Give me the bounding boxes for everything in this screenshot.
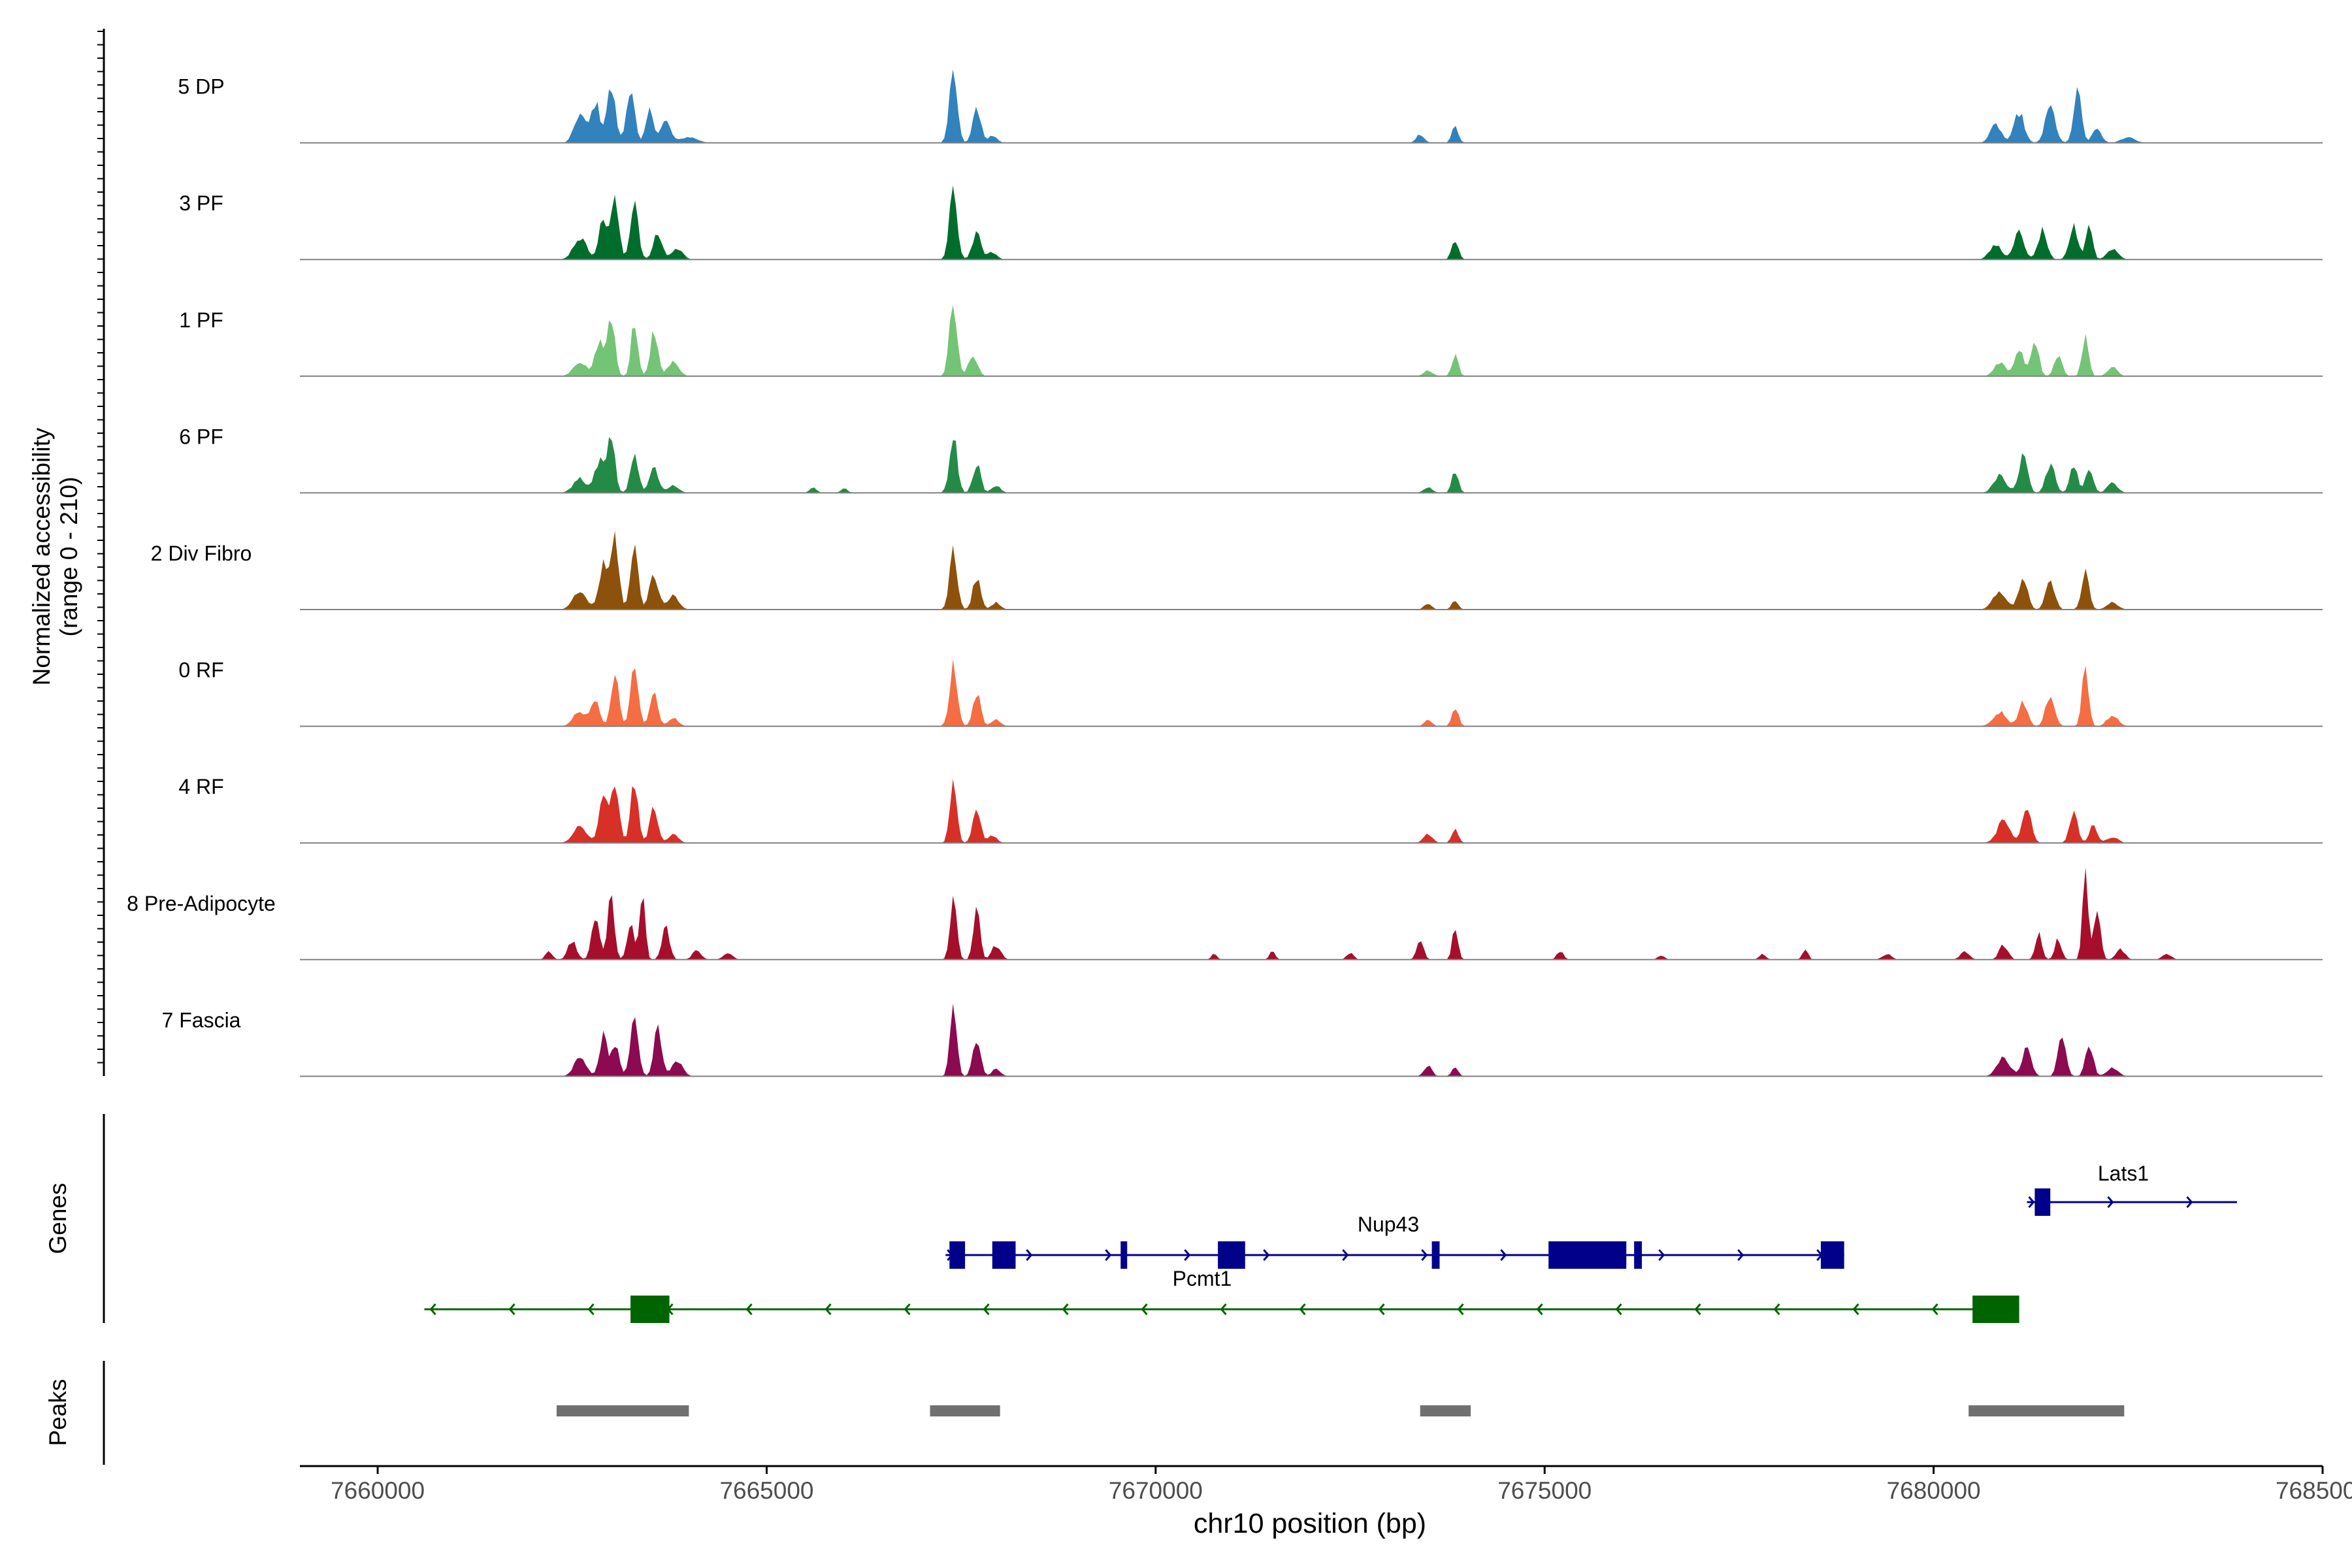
x-axis-label: chr10 position (bp)	[1194, 1508, 1426, 1539]
track-label: 0 RF	[178, 659, 223, 682]
track-0-rf: 0 RF	[178, 659, 2323, 727]
strand-arrow	[825, 1303, 832, 1315]
track-label: 4 RF	[178, 775, 223, 798]
strand-arrow	[2028, 1196, 2035, 1208]
strand-arrow	[2107, 1196, 2114, 1208]
track-8-pre-adipocyte: 8 Pre-Adipocyte	[127, 867, 2323, 960]
strand-arrow	[1536, 1303, 1543, 1315]
strand-arrow	[1658, 1249, 1665, 1261]
exon	[2034, 1188, 2051, 1216]
strand-arrow	[508, 1303, 515, 1315]
exon	[1218, 1241, 1245, 1269]
strand-arrow	[1500, 1249, 1507, 1261]
x-tick-label: 7660000	[331, 1477, 425, 1504]
strand-arrow	[2186, 1196, 2193, 1208]
gene-nup43: Nup43	[945, 1213, 1844, 1269]
strand-arrow	[587, 1303, 595, 1315]
strand-arrow	[1737, 1249, 1744, 1261]
gene-label: Lats1	[2098, 1162, 2149, 1185]
coverage-area	[300, 1004, 2323, 1077]
exon	[1820, 1241, 1844, 1269]
coverage-area	[300, 186, 2323, 260]
track-1-pf: 1 PF	[179, 305, 2323, 377]
strand-arrow	[1342, 1249, 1349, 1261]
strand-arrow	[1615, 1303, 1622, 1315]
x-axis-ticks: 7660000 7665000 7670000 7675000 7680000 76850…	[331, 1466, 2352, 1504]
strand-arrow	[429, 1303, 436, 1315]
track-label: 7 Fascia	[162, 1008, 241, 1032]
coverage-area	[300, 531, 2323, 610]
x-tick-label: 7680000	[1887, 1477, 1981, 1504]
x-tick-label: 7675000	[1497, 1477, 1592, 1504]
track-6-pf: 6 PF	[179, 425, 2323, 494]
coverage-area	[300, 305, 2323, 376]
track-4-rf: 4 RF	[178, 775, 2323, 844]
exon	[1431, 1241, 1440, 1269]
x-tick-label: 7685000	[2276, 1477, 2352, 1504]
exon	[1972, 1296, 2019, 1323]
track-label: 5 DP	[178, 75, 224, 99]
strand-arrow	[1263, 1249, 1270, 1261]
track-7-fascia: 7 Fascia	[162, 1004, 2323, 1077]
strand-arrow	[1062, 1303, 1069, 1315]
strand-arrow	[1378, 1303, 1385, 1315]
exon	[949, 1241, 966, 1269]
track-2-div-fibro: 2 Div Fibro	[151, 531, 2323, 610]
strand-arrow	[1105, 1249, 1112, 1261]
exon	[1120, 1241, 1128, 1269]
strand-arrow	[1220, 1303, 1227, 1315]
track-label: 8 Pre-Adipocyte	[127, 892, 276, 915]
gene-label: Pcmt1	[1173, 1267, 1232, 1290]
track-label: 6 PF	[179, 425, 223, 448]
strand-arrow	[1141, 1303, 1148, 1315]
track-5-dp: 5 DP	[178, 69, 2323, 144]
strand-arrow	[983, 1303, 990, 1315]
strand-arrow	[1931, 1303, 1938, 1315]
track-label: 3 PF	[179, 191, 223, 215]
strand-arrow	[1184, 1249, 1191, 1261]
x-tick-label: 7665000	[719, 1477, 813, 1504]
track-label: 2 Div Fibro	[151, 542, 252, 565]
strand-arrow	[1421, 1249, 1428, 1261]
strand-arrow	[1026, 1249, 1033, 1261]
coverage-area	[300, 69, 2323, 143]
strand-arrow	[1457, 1303, 1464, 1315]
coverage-y-ticks	[97, 31, 104, 1064]
exon	[1548, 1241, 1627, 1269]
peak-region	[556, 1405, 689, 1416]
strand-arrow	[904, 1303, 911, 1315]
y-axis-range-label: (range 0 - 210)	[56, 477, 82, 637]
gene-pcmt1: Pcmt1	[424, 1267, 2019, 1323]
coverage-tracks: 5 DP 3 PF 1 PF 6 PF 2 Div Fibro 0 RF 4 RF 8 Pre…	[127, 69, 2323, 1077]
y-axis-label: Normalized accessibility	[28, 427, 55, 685]
strand-arrow	[745, 1303, 753, 1315]
track-3-pf: 3 PF	[179, 186, 2323, 261]
gene-models: Lats1 Nup43 Pcmt1	[424, 1162, 2238, 1323]
strand-arrow	[1852, 1303, 1859, 1315]
exon	[992, 1241, 1016, 1269]
coverage-area	[300, 779, 2323, 843]
peak-regions	[556, 1405, 2125, 1416]
coverage-area	[300, 867, 2323, 960]
x-tick-label: 7670000	[1109, 1477, 1203, 1504]
gene-label: Nup43	[1358, 1213, 1419, 1236]
coverage-area	[300, 659, 2323, 727]
peak-region	[1420, 1405, 1471, 1416]
strand-arrow	[1694, 1303, 1701, 1315]
peak-region	[930, 1405, 1000, 1416]
strand-arrow	[1299, 1303, 1306, 1315]
exon	[630, 1296, 670, 1323]
track-label: 1 PF	[179, 308, 223, 332]
exon	[1634, 1241, 1642, 1269]
peak-region	[1968, 1405, 2125, 1416]
peaks-panel-label: Peaks	[44, 1379, 71, 1446]
gene-lats1: Lats1	[2027, 1162, 2238, 1216]
genes-panel-label: Genes	[44, 1183, 71, 1254]
coverage-area	[300, 437, 2323, 493]
strand-arrow	[1773, 1303, 1780, 1315]
